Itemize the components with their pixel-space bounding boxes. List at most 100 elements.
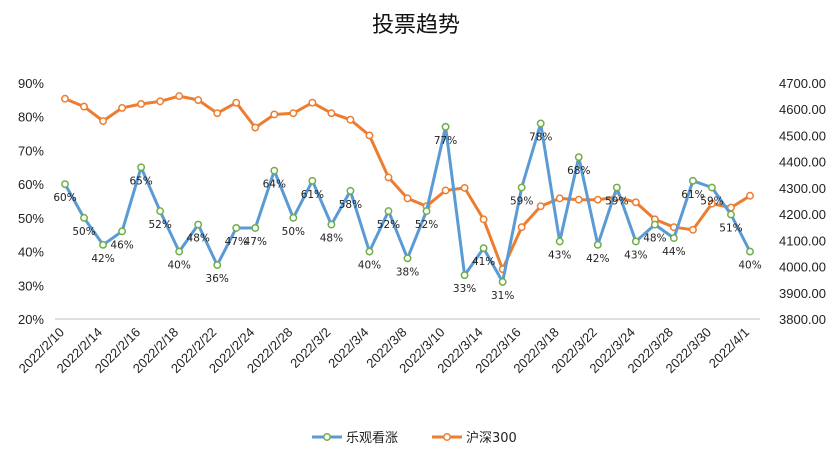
bullish-point	[727, 210, 735, 219]
bullish-point	[612, 183, 621, 192]
bullish-point	[384, 207, 393, 216]
series-bullish	[61, 119, 754, 286]
bullish-point	[650, 220, 659, 229]
bullish-point	[574, 153, 583, 162]
bullish-point	[289, 213, 298, 222]
bullish-point	[118, 227, 127, 236]
x-tick-label: 2022/3/4	[325, 325, 371, 371]
bullish-data-label: 61%	[681, 189, 704, 201]
csi300-point	[118, 103, 127, 112]
csi300-point	[707, 199, 716, 208]
bullish-data-label: 42%	[586, 253, 609, 265]
bullish-data-label: 41%	[472, 256, 495, 268]
bullish-point	[365, 247, 374, 256]
bullish-data-label: 52%	[148, 219, 171, 231]
csi300-point	[631, 198, 640, 207]
y-left-tick-label: 40%	[18, 245, 44, 260]
bullish-data-label: 59%	[510, 196, 533, 208]
csi300-point	[156, 97, 165, 106]
bullish-point	[517, 183, 526, 192]
csi300-point	[289, 109, 298, 118]
bullish-data-label: 50%	[282, 226, 305, 238]
bullish-point	[308, 176, 317, 185]
bullish-data-label: 42%	[91, 253, 114, 265]
csi300-point	[441, 186, 450, 195]
bullish-data-label: 46%	[110, 239, 133, 251]
bullish-data-label: 58%	[339, 199, 362, 211]
bullish-point	[536, 119, 545, 128]
bullish-point	[631, 237, 640, 246]
bullish-data-label: 68%	[567, 165, 590, 177]
bullish-data-label: 52%	[415, 219, 438, 231]
series-csi300	[61, 92, 754, 274]
y-right-tick-label: 4700.00	[779, 76, 826, 91]
csi300-point	[270, 110, 279, 119]
bullish-point	[555, 237, 564, 246]
y-left-tick-label: 60%	[18, 177, 44, 192]
y-right-tick-label: 4000.00	[779, 260, 826, 275]
csi300-point	[555, 194, 564, 203]
csi300-point	[346, 115, 355, 124]
bullish-point	[669, 234, 678, 243]
y-right-tick-label: 4500.00	[779, 128, 826, 143]
legend-item[interactable]: 沪深300	[432, 430, 517, 446]
bullish-data-label: 33%	[453, 283, 476, 295]
bullish-point	[593, 240, 602, 249]
csi300-point	[232, 98, 241, 107]
bullish-point	[460, 271, 469, 280]
bullish-point	[80, 213, 88, 222]
y-left-tick-label: 80%	[18, 110, 44, 125]
bullish-point	[61, 180, 69, 189]
bullish-point	[232, 224, 241, 232]
csi300-point	[213, 109, 222, 118]
y-left-tick-label: 20%	[18, 312, 44, 327]
legend[interactable]: 乐观看涨 沪深300	[312, 430, 517, 446]
bullish-data-label: 47%	[244, 236, 267, 248]
csi300-point	[175, 92, 184, 101]
csi300-point	[688, 225, 697, 234]
y-right-tick-label: 3900.00	[779, 286, 826, 301]
y-left-tick-label: 30%	[18, 278, 44, 293]
csi300-point	[61, 94, 69, 103]
bullish-data-label: 48%	[187, 233, 210, 245]
csi300-point	[574, 195, 583, 204]
legend-label: 沪深300	[466, 430, 517, 446]
csi300-point	[479, 215, 488, 224]
y-right-tick-label: 4300.00	[779, 181, 826, 196]
bullish-point	[688, 176, 697, 185]
bullish-data-label: 43%	[548, 249, 571, 261]
csi300-point	[99, 117, 108, 125]
chart-title: 投票趋势	[372, 13, 460, 38]
bullish-data-label: 59%	[700, 196, 723, 208]
y-right-tick-label: 4100.00	[779, 233, 826, 248]
bullish-data-label: 60%	[53, 192, 76, 204]
bullish-point	[251, 224, 260, 232]
bullish-point	[498, 277, 507, 286]
legend-marker	[443, 433, 451, 441]
y-right-tick-label: 4600.00	[779, 102, 826, 117]
bullish-data-label: 52%	[377, 219, 400, 231]
bullish-point	[422, 207, 431, 216]
y-left-tick-label: 90%	[18, 76, 44, 91]
bullish-data-label: 77%	[434, 135, 457, 147]
csi300-point	[194, 96, 203, 104]
bullish-point	[746, 247, 754, 256]
bullish-data-label: 31%	[491, 290, 514, 302]
bullish-data-label: 43%	[624, 249, 647, 261]
bullish-point	[175, 247, 184, 256]
x-tick-label: 2022/4/1	[706, 325, 752, 371]
bullish-data-label: 38%	[396, 266, 419, 278]
legend-item[interactable]: 乐观看涨	[312, 430, 398, 446]
x-tick-label: 2022/3/2	[287, 325, 333, 371]
bullish-data-label: 51%	[719, 222, 742, 234]
csi300-point	[593, 195, 602, 204]
y-right-tick-label: 4200.00	[779, 207, 826, 222]
legend-label: 乐观看涨	[346, 430, 398, 446]
bullish-data-label: 40%	[358, 260, 381, 272]
bullish-point	[270, 166, 279, 175]
csi300-point	[384, 173, 393, 182]
csi300-point	[517, 223, 526, 232]
bullish-data-label: 48%	[320, 233, 343, 245]
